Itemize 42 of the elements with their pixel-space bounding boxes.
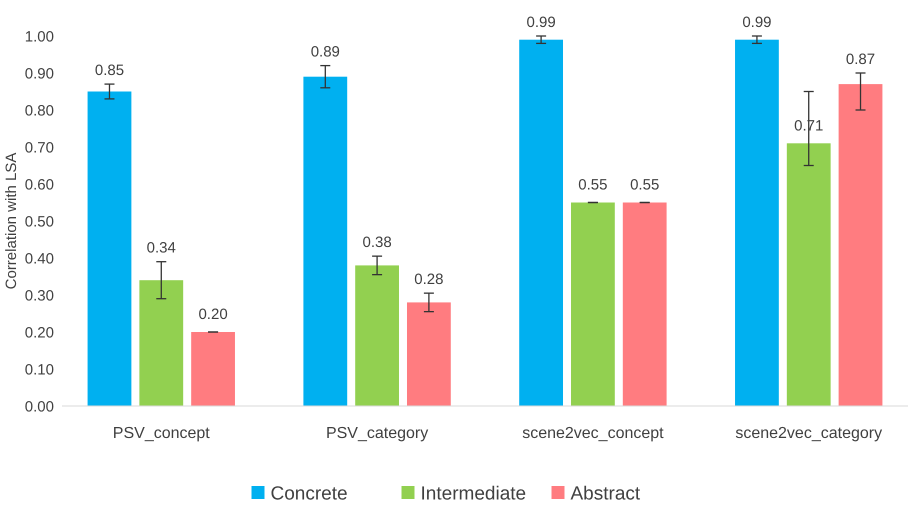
data-label: 0.38 [362,234,392,252]
bar [303,76,348,406]
bar [88,92,132,406]
bar [622,202,667,406]
data-label: 0.55 [578,176,608,194]
y-tick-label: 0.50 [24,213,54,230]
x-tick-label: PSV_concept [112,425,210,442]
data-label: 0.20 [198,306,228,323]
y-tick-label: 0.20 [24,324,54,342]
x-tick-label: PSV_category [326,425,428,442]
y-axis-title: Correlation with LSA [3,152,20,290]
data-label: 0.28 [414,271,444,288]
legend-label: Concrete [270,484,348,505]
x-tick-label: scene2vec_category [735,425,882,442]
bar [139,280,184,406]
y-tick-label: 0.10 [24,361,54,378]
bar [406,302,451,406]
y-tick-label: 0.00 [24,398,54,416]
x-tick-label: scene2vec_concept [522,425,664,442]
bar [191,332,235,406]
data-label: 0.89 [310,44,340,61]
y-tick-label: 0.30 [24,287,54,304]
bar [519,40,564,406]
bar [838,84,882,406]
data-label: 0.55 [630,176,660,194]
data-label: 0.99 [526,14,556,31]
bar [355,265,399,406]
data-label: 0.34 [146,240,176,257]
y-tick-label: 1.00 [24,28,54,46]
bar [735,40,779,406]
y-tick-label: 0.80 [24,102,54,120]
y-tick-label: 0.40 [24,250,54,268]
legend-label: Intermediate [420,484,526,505]
bar [786,143,831,406]
y-tick-label: 0.60 [24,176,54,194]
data-label: 0.87 [846,51,876,68]
data-label: 0.85 [94,62,124,80]
data-label: 0.99 [742,14,772,31]
y-tick-label: 0.90 [24,65,54,82]
bar [571,202,615,406]
legend-label: Abstract [570,484,641,505]
y-tick-label: 0.70 [24,139,54,156]
